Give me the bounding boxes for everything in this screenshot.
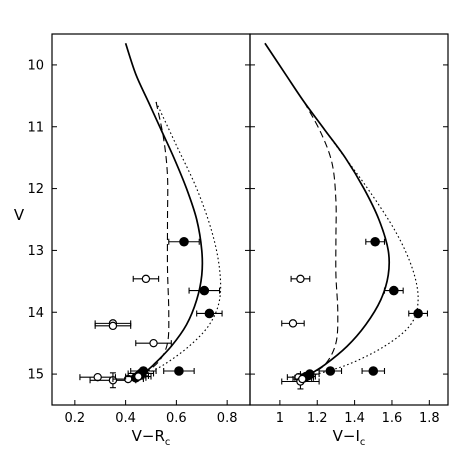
y-tick-label: 11	[27, 120, 44, 135]
right-filled-point	[370, 236, 380, 247]
left-x-tick-label: 0.8	[217, 411, 238, 426]
left-open-point	[93, 372, 102, 382]
y-axis-label: V	[14, 206, 25, 224]
left-x-tick-label: 0.4	[115, 411, 136, 426]
y-tick-label: 10	[27, 58, 44, 73]
left-open-point	[149, 338, 158, 348]
right-open-point	[298, 374, 307, 384]
left-filled-point	[179, 236, 189, 247]
right-x-tick-label: 1.6	[382, 411, 403, 426]
left-x-tick-label: 0.2	[65, 411, 86, 426]
left-open-point	[141, 274, 151, 284]
right-open-point	[296, 274, 305, 284]
left-x-axis-label: V−Rc	[132, 427, 171, 448]
y-tick-label: 13	[27, 244, 44, 259]
left-open-point	[108, 321, 118, 331]
left-plot-frame	[51, 33, 251, 406]
left-solid-curve	[124, 43, 204, 377]
right-plot-frame	[249, 33, 449, 406]
right-x-tick-label: 1.2	[307, 411, 328, 426]
right-x-axis-label: V−Ic	[333, 427, 366, 448]
left-open-point	[134, 372, 143, 381]
right-x-axis-label-main: V−I	[333, 427, 360, 445]
right-dashed-curve	[303, 101, 339, 378]
y-tick-label: 12	[27, 182, 44, 197]
right-filled-point	[325, 366, 336, 376]
left-x-axis-label-subscript: c	[165, 437, 171, 448]
y-tick-label: 15	[27, 368, 44, 383]
right-solid-curve	[264, 42, 391, 378]
right-x-tick-label: 1	[276, 411, 284, 426]
right-open-point	[288, 319, 298, 328]
left-filled-point	[199, 285, 210, 296]
left-dashed-curve	[143, 101, 170, 375]
left-open-point	[123, 374, 133, 384]
left-filled-point	[174, 366, 184, 376]
left-panel-plot: 0.2 0.4 0.6 0.8 10 11 12 13 14 15	[27, 33, 251, 426]
right-x-axis-label-subscript: c	[360, 437, 366, 448]
left-dotted-curve	[143, 101, 222, 376]
y-tick-label: 14	[27, 306, 44, 321]
right-filled-point	[413, 308, 423, 319]
right-filled-point	[389, 285, 399, 296]
right-x-tick-label: 1.4	[344, 411, 365, 426]
right-dotted-curve	[303, 101, 419, 378]
right-filled-point	[368, 366, 379, 376]
left-x-axis-label-main: V−R	[132, 427, 165, 445]
right-x-tick-label: 1.8	[419, 411, 440, 426]
left-x-tick-label: 0.6	[166, 411, 187, 426]
left-filled-point	[204, 308, 215, 319]
right-panel-plot: 1 1.2 1.4 1.6 1.8	[249, 33, 449, 426]
